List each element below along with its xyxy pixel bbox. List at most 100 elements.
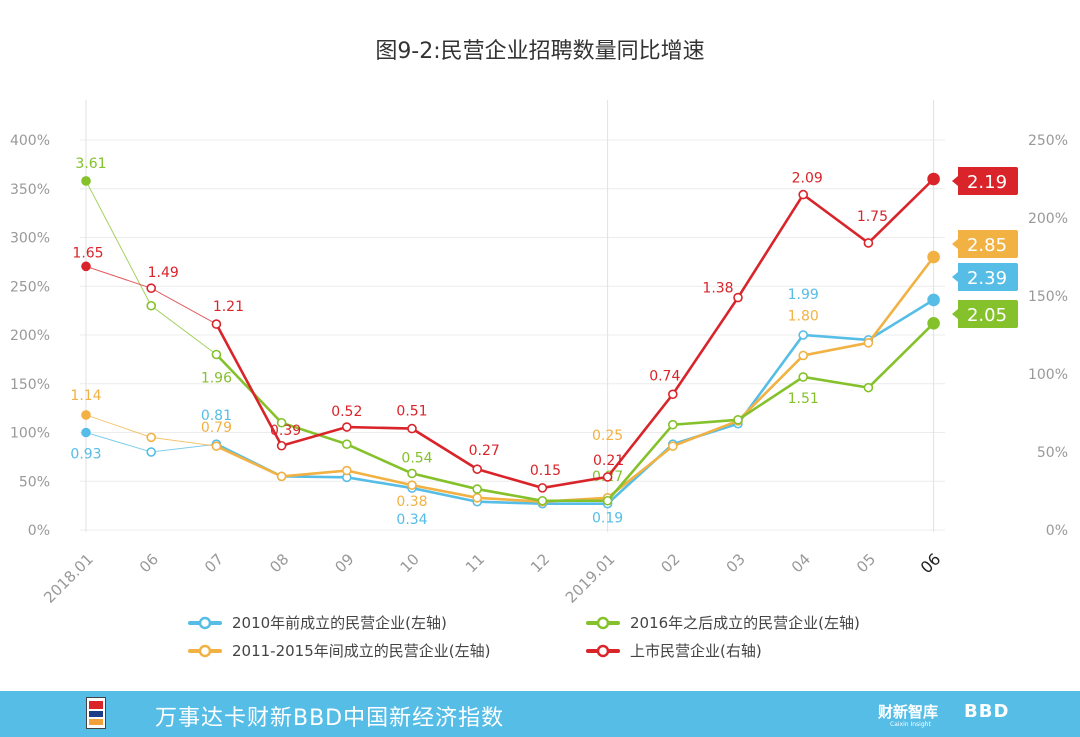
- data-label: 0.25: [592, 428, 623, 444]
- data-label: 1.14: [70, 388, 101, 404]
- right-axis-tick: 50%: [1037, 445, 1068, 461]
- data-point: [863, 337, 874, 348]
- data-label: 0.38: [396, 494, 427, 510]
- data-point: [667, 419, 678, 430]
- chart-title: 图9-2:民营企业招聘数量同比增速: [375, 39, 704, 64]
- left-axis-tick: 50%: [19, 474, 50, 490]
- right-axis-tick: 250%: [1028, 133, 1068, 149]
- data-point: [407, 423, 417, 434]
- data-point: [276, 471, 287, 482]
- legend-entry: 上市民营企业(右轴): [630, 642, 762, 660]
- data-point: [341, 439, 352, 450]
- data-point: [667, 441, 678, 451]
- data-label: 0.34: [396, 512, 427, 528]
- data-label: 0.74: [649, 368, 680, 384]
- data-label: 0.21: [593, 453, 624, 469]
- right-axis-tick: 100%: [1028, 367, 1068, 383]
- end-value-badge: [952, 230, 1018, 258]
- legend-swatch-marker: [198, 644, 212, 658]
- data-point: [81, 176, 91, 186]
- data-label: 3.61: [75, 156, 106, 172]
- data-point: [863, 382, 874, 393]
- data-point: [863, 238, 874, 248]
- data-point: [472, 493, 483, 503]
- data-point: [146, 300, 156, 311]
- footer-title: 万事达卡财新BBD中国新经济指数: [155, 706, 505, 731]
- footer-banner: 万事达卡财新BBD中国新经济指数 财新智库 Caixin Insight BBD: [0, 691, 1080, 737]
- x-axis-tick: 2018.01: [40, 550, 97, 607]
- legend-swatch-marker: [596, 616, 610, 630]
- x-axis-tick: 2019.01: [562, 550, 619, 607]
- data-label: 2.09: [792, 171, 823, 187]
- left-axis-tick: 0%: [28, 523, 50, 539]
- data-point: [667, 389, 678, 400]
- data-point: [927, 250, 940, 264]
- end-value-label: 2.85: [967, 235, 1007, 256]
- data-label: 0.19: [592, 511, 623, 527]
- right-axis-tick: 150%: [1028, 289, 1068, 305]
- data-point: [927, 293, 940, 307]
- data-point: [927, 316, 940, 330]
- data-point: [407, 480, 417, 490]
- left-axis-tick: 200%: [10, 328, 50, 344]
- data-point: [927, 172, 940, 186]
- x-axis-tick: 06: [136, 550, 162, 576]
- data-label: 1.49: [148, 265, 179, 281]
- data-label: 0.15: [530, 463, 561, 479]
- data-point: [537, 495, 548, 506]
- right-axis-tick: 200%: [1028, 211, 1068, 227]
- data-label: 1.75: [857, 209, 888, 225]
- data-point: [602, 495, 613, 506]
- left-axis-tick: 150%: [10, 377, 50, 393]
- nei-logo-icon: [86, 697, 106, 729]
- data-label: 1.38: [702, 281, 733, 297]
- legend-entry: 2010年前成立的民营企业(左轴): [232, 614, 447, 632]
- data-label: 1.80: [788, 308, 819, 324]
- data-point: [276, 417, 287, 428]
- data-point: [537, 483, 548, 493]
- series-line-3: [215, 178, 935, 490]
- data-point: [211, 441, 222, 451]
- legend-swatch-marker: [198, 616, 212, 630]
- caixin-insight-logo: 财新智库: [878, 703, 939, 721]
- end-value-label: 2.05: [967, 305, 1007, 326]
- left-axis-tick: 100%: [10, 426, 50, 442]
- x-axis-tick: 02: [657, 550, 683, 576]
- left-axis-tick: 300%: [10, 231, 50, 247]
- x-axis-tick: 03: [723, 550, 749, 576]
- data-point: [341, 465, 352, 476]
- x-axis-tick: 10: [397, 550, 423, 576]
- x-axis-tick: 08: [266, 550, 292, 576]
- end-value-label: 2.19: [967, 172, 1007, 193]
- end-value-badge: [952, 300, 1018, 328]
- data-point: [798, 372, 809, 382]
- data-point: [341, 422, 352, 432]
- caixin-insight-subtitle: Caixin Insight: [890, 721, 931, 728]
- legend-entry: 2016年之后成立的民营企业(左轴): [630, 614, 860, 632]
- series-line-0: [215, 298, 935, 505]
- end-value-badge: [952, 167, 1018, 195]
- series-line-2: [215, 322, 935, 503]
- data-label: 1.99: [788, 287, 819, 303]
- data-point: [798, 189, 809, 200]
- data-point: [407, 468, 417, 479]
- legend-swatch-marker: [596, 644, 610, 658]
- data-point: [146, 447, 156, 457]
- data-label: 0.54: [401, 450, 432, 466]
- data-point: [81, 410, 91, 420]
- data-point: [798, 330, 809, 340]
- line-chart: 图9-2:民营企业招聘数量同比增速 0% 50% 100% 150% 200% 250% 30…: [10, 39, 1068, 660]
- data-point: [146, 432, 156, 443]
- data-label: 0.39: [270, 423, 301, 439]
- end-value-badge: [952, 263, 1018, 291]
- left-axis-tick: 250%: [10, 279, 50, 295]
- data-point: [211, 349, 222, 360]
- data-label: 0.93: [70, 447, 101, 463]
- x-axis-tick: 09: [331, 550, 357, 576]
- data-point: [472, 484, 483, 494]
- data-point: [798, 350, 809, 361]
- data-point: [602, 472, 613, 482]
- data-label: 0.52: [331, 404, 362, 420]
- bbd-logo: BBD: [964, 701, 1010, 722]
- x-axis-tick: 12: [527, 550, 553, 576]
